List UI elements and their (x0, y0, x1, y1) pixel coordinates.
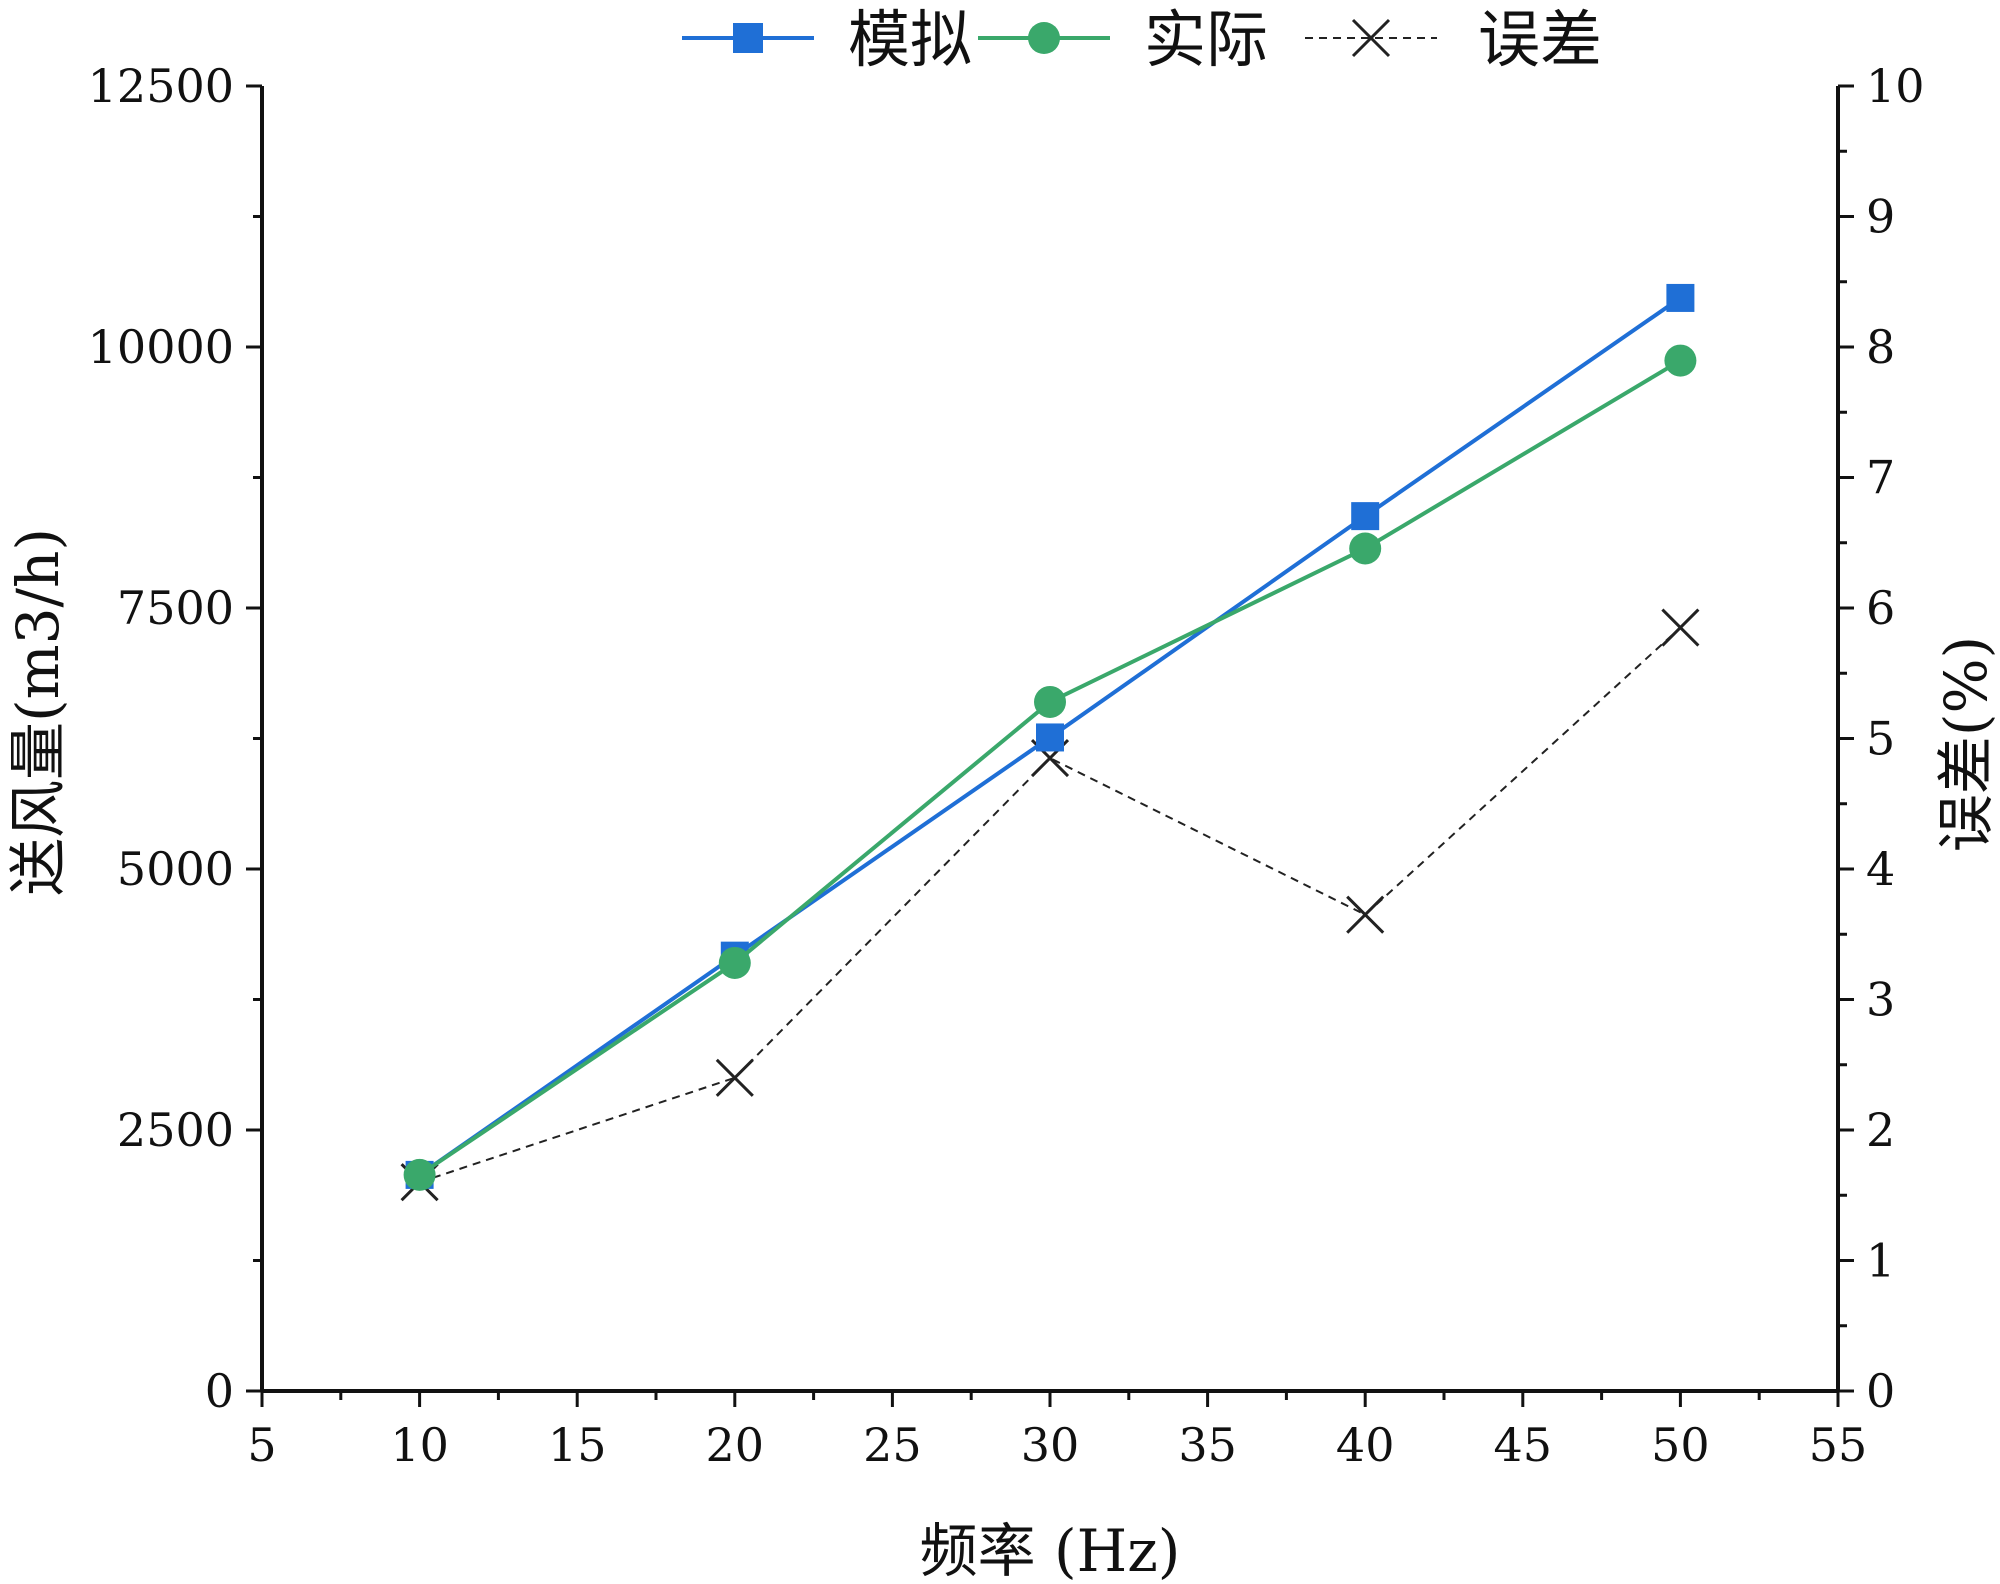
series-layer (400, 283, 1700, 1202)
legend-marker-actual (1028, 22, 1060, 54)
x-tick-label-6: 35 (1178, 1418, 1237, 1472)
x-tick-label-10: 55 (1809, 1418, 1868, 1472)
x-tick-label-5: 30 (1021, 1418, 1080, 1472)
series-0-point-2 (1036, 723, 1064, 752)
legend-label-actual: 实际 (1144, 3, 1268, 76)
x-axis-title: 频率 (Hz) (920, 1517, 1181, 1584)
series-2-point-3 (1346, 895, 1385, 934)
legend-marker-sim (733, 23, 763, 53)
series-1-point-1 (718, 946, 751, 979)
series-1 (403, 344, 1697, 1191)
x-tick-label-8: 45 (1494, 1418, 1553, 1472)
right-y-tick-label-1: 1 (1866, 1234, 1895, 1288)
right-y-tick-label-8: 8 (1866, 320, 1895, 374)
left-y-tick-label-5: 12500 (88, 59, 234, 113)
left-y-tick-label-1: 2500 (117, 1103, 234, 1157)
right-y-tick-label-2: 2 (1866, 1103, 1895, 1157)
series-1-point-2 (1034, 685, 1066, 718)
right-y-ticks: 0 1 2 3 4 5 6 7 8 9 10 (1838, 59, 1925, 1418)
right-y-tick-label-5: 5 (1866, 712, 1895, 766)
legend-label-error: 误差 (1478, 3, 1602, 76)
x-tick-label-7: 40 (1336, 1418, 1395, 1472)
x-tick-label-1: 10 (390, 1418, 449, 1472)
x-ticks: 5 10 15 20 25 30 35 40 45 50 55 (247, 1391, 1867, 1472)
right-y-axis-title: 误差(%) (1932, 636, 2000, 852)
series-2-point-1 (715, 1058, 754, 1097)
right-y-tick-label-7: 7 (1866, 451, 1895, 505)
legend-marker-error (1351, 18, 1391, 58)
legend: 模拟 实际 误差 (682, 3, 1602, 76)
series-2-point-4 (1661, 608, 1700, 647)
right-y-tick-label-0: 0 (1866, 1364, 1895, 1418)
legend-label-sim: 模拟 (848, 3, 972, 76)
right-y-tick-label-6: 6 (1866, 581, 1895, 635)
right-y-tick-label-9: 9 (1866, 190, 1895, 244)
left-y-tick-label-3: 7500 (117, 581, 234, 635)
series-1-point-4 (1664, 344, 1697, 377)
left-y-tick-label-4: 10000 (88, 320, 234, 374)
series-0-point-4 (1666, 283, 1695, 312)
x-tick-label-4: 25 (863, 1418, 922, 1472)
series-line-1 (418, 358, 1682, 1177)
left-y-axis-title: 送风量(m3/h) (4, 528, 72, 896)
x-tick-label-9: 50 (1651, 1418, 1710, 1472)
series-1-point-0 (403, 1158, 436, 1191)
series-0-point-3 (1351, 502, 1380, 531)
right-y-tick-label-3: 3 (1866, 973, 1895, 1027)
series-1-point-3 (1349, 532, 1382, 565)
left-y-tick-label-0: 0 (205, 1364, 234, 1418)
left-y-ticks: 0 2500 5000 7500 10000 12500 (88, 59, 262, 1418)
right-y-tick-label-4: 4 (1866, 842, 1895, 896)
x-tick-label-0: 5 (247, 1418, 276, 1472)
right-y-tick-label-10: 10 (1866, 59, 1925, 113)
left-y-tick-label-2: 5000 (117, 842, 234, 896)
series-line-2 (419, 626, 1682, 1184)
x-tick-label-3: 20 (706, 1418, 765, 1472)
x-tick-label-2: 15 (548, 1418, 607, 1472)
